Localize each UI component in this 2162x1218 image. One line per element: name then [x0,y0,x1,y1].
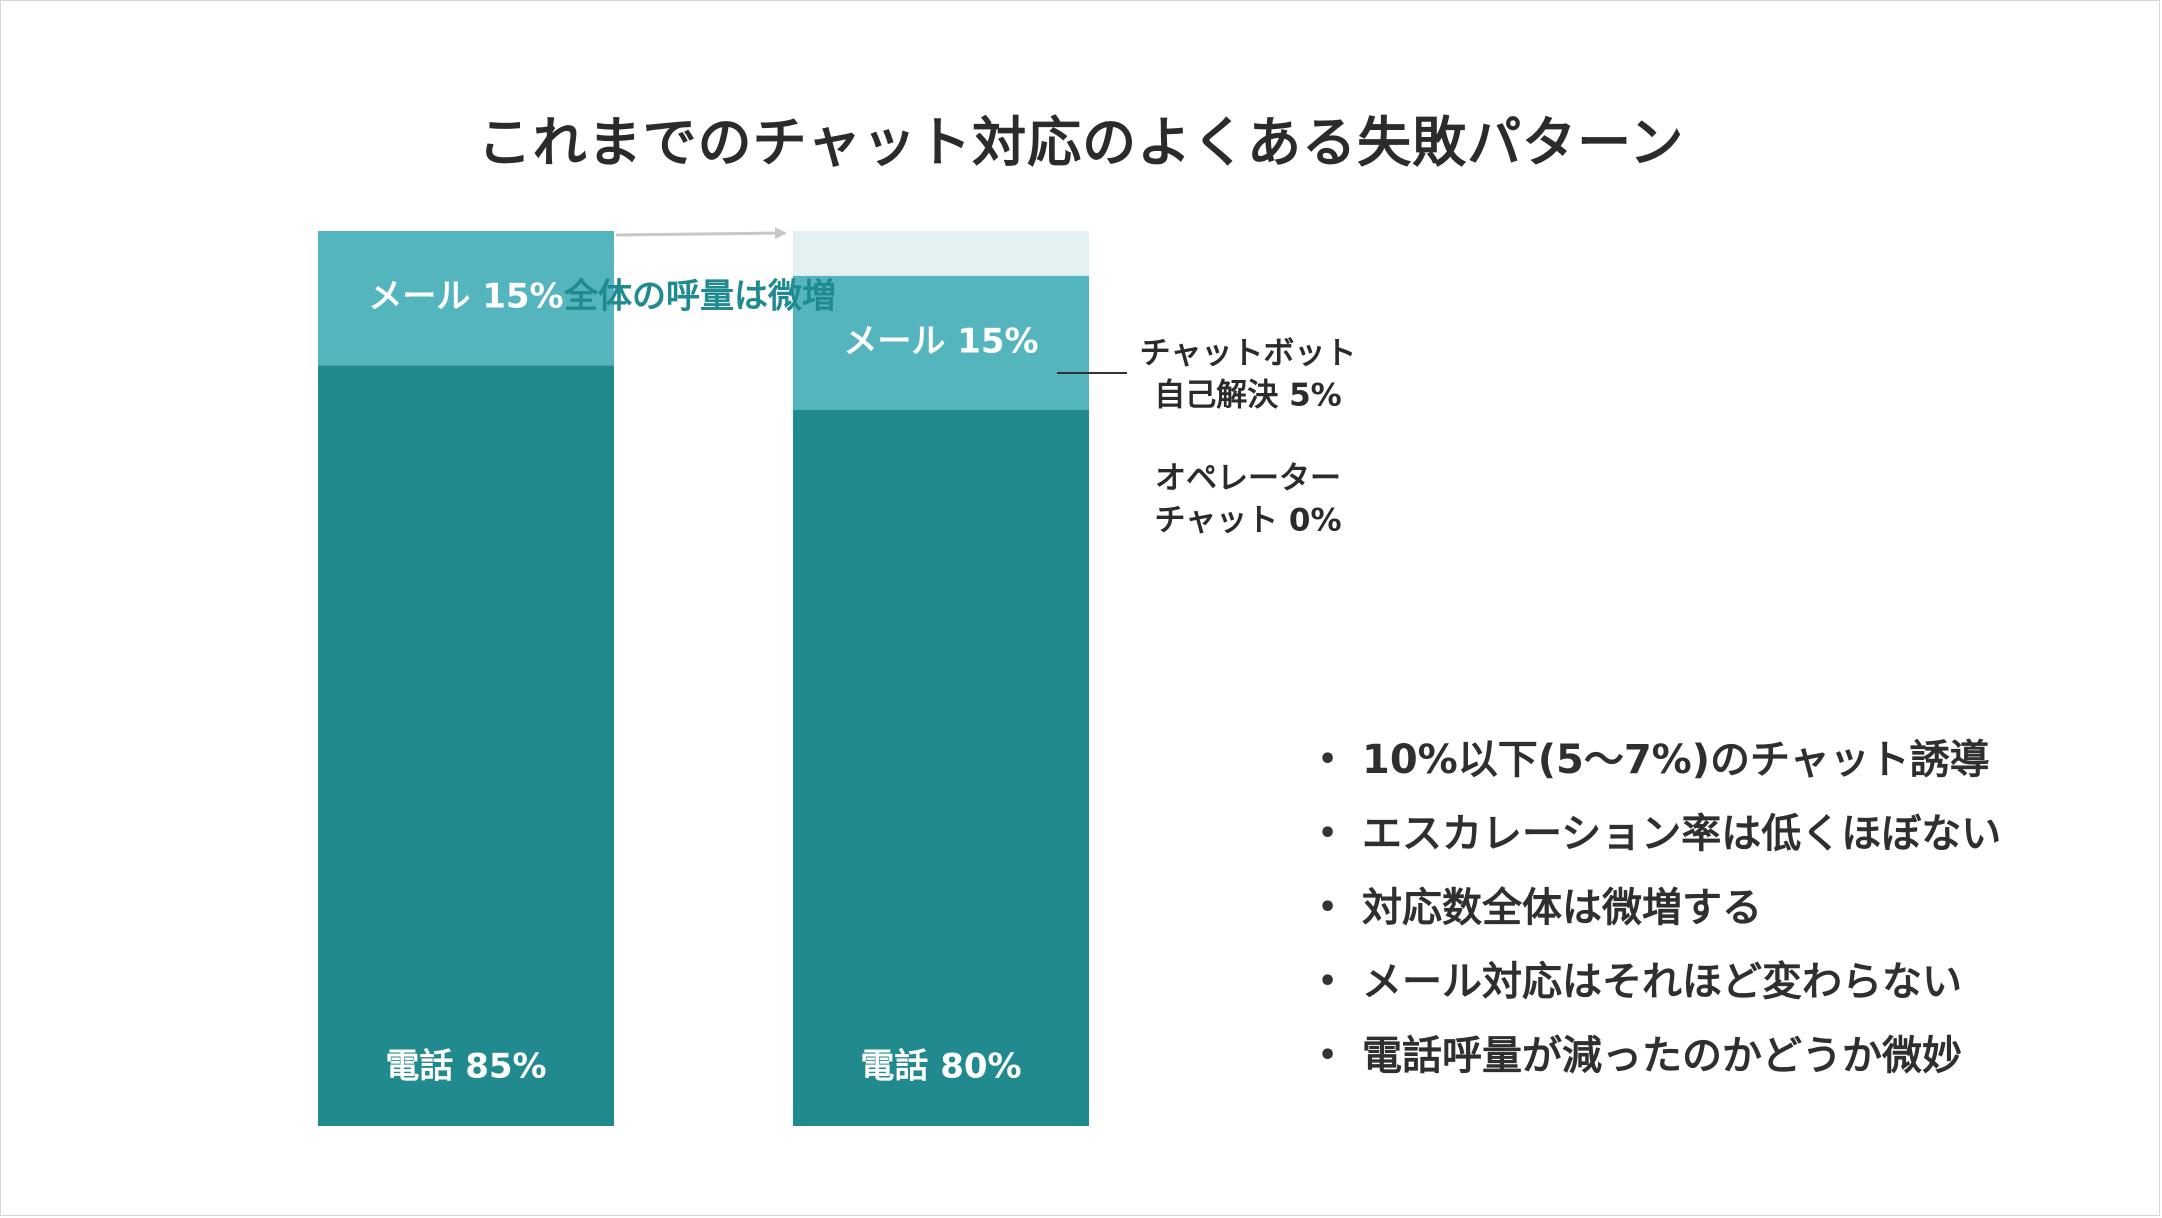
side-label-operator-2: チャット 0% [1154,503,1341,539]
bullet-dot-icon: • [1318,1038,1338,1073]
bullet-list: • 10%以下(5～7%)のチャット誘導 • エスカレーション率は低くほぼない • 対応数… [1318,732,2001,1102]
bullet-text: 10%以下(5～7%)のチャット誘導 [1362,737,1990,783]
bullet-dot-icon: • [1318,964,1338,999]
side-label-chatbot-2: 自己解決 5% [1154,378,1341,414]
annotation-text: 全体の呼量は微増 [563,277,836,317]
bullet-text: 電話呼量が減ったのかどうか微妙 [1362,1033,1962,1079]
bar-phone-2 [793,410,1089,1126]
bullet-item: • 対応数全体は微増する [1318,880,2001,954]
bullet-text: 対応数全体は微増する [1362,885,1762,931]
bar-group [318,231,1089,1126]
side-label-operator-1: オペレーター [1155,461,1341,497]
side-label-chatbot-1: チャットボット [1140,336,1357,372]
bullet-item: • 電話呼量が減ったのかどうか微妙 [1318,1028,2001,1102]
label-phone-2: 電話 80% [860,1047,1021,1087]
bullet-item: • メール対応はそれほど変わらない [1318,954,2001,1028]
annotation-arrow [615,227,787,240]
bullet-text: メール対応はそれほど変わらない [1362,959,1962,1005]
bar-mail-2 [793,275,1089,410]
bar-phone-1 [318,365,614,1126]
label-phone-1: 電話 85% [385,1047,546,1087]
bar-mail-1 [318,231,614,366]
label-mail-2: メール 15% [843,321,1038,361]
bullet-text: エスカレーション率は低くほぼない [1362,811,2002,857]
bullet-item: • エスカレーション率は低くほぼない [1318,806,2001,880]
bullet-dot-icon: • [1318,742,1338,777]
bar-chatbot-2 [793,231,1089,276]
label-mail-1: メール 15% [368,277,563,317]
label-group: 電話 85% メール 15% 電話 80% メール 15%全体の呼量は微増チャットボッ… [368,227,1357,1087]
bullet-dot-icon: • [1318,816,1338,851]
bullet-item: • 10%以下(5～7%)のチャット誘導 [1318,732,2001,806]
bullet-dot-icon: • [1318,890,1338,925]
slide-title: これまでのチャット対応のよくある失敗パターン [477,111,1685,174]
